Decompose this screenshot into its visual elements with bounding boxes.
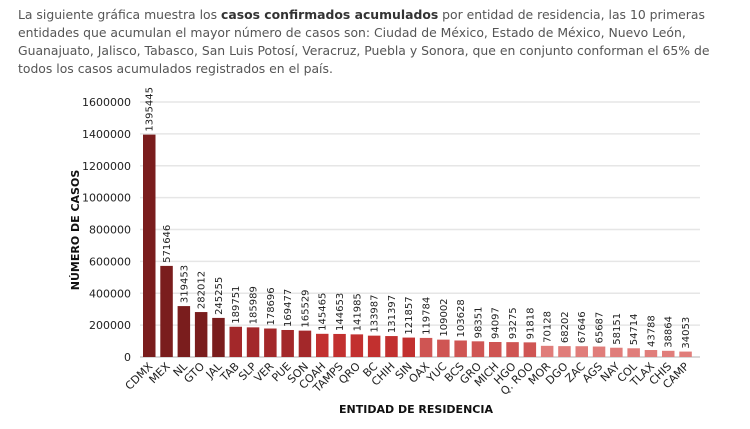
data-label: 93275 [508,307,519,339]
bar-AGS [592,346,606,357]
data-label: 54714 [629,313,640,345]
bar-CHIH [385,336,398,357]
data-label: 319453 [179,265,190,303]
bar-BCS [454,340,467,357]
bar-MEX [160,265,173,357]
bar-COL [627,348,640,357]
data-label: 38864 [664,316,675,348]
y-tick-label: 0 [124,351,131,364]
data-label: 189751 [231,286,242,324]
bar-BC [367,335,381,357]
bar-HGO [506,342,519,357]
data-label: 145465 [318,293,329,331]
data-label: 144653 [335,293,346,331]
y-tick-label: 800000 [89,224,131,237]
bar-DGO [558,346,571,357]
intro-bold: casos confirmados acumulados [221,7,439,22]
data-label: 34053 [681,317,692,349]
data-label: 131397 [387,295,398,333]
data-label: 94097 [491,307,502,339]
intro-text: La siguiente gráfica muestra los [18,7,221,22]
y-axis-label: NÚMERO DE CASOS [69,170,82,291]
bar-QRO [350,334,364,357]
intro-paragraph: La siguiente gráfica muestra los casos c… [18,6,740,78]
data-label: 133987 [370,294,381,332]
y-tick-label: 1200000 [82,160,131,173]
data-label: 121857 [404,296,415,334]
bar-CAMP [679,351,692,357]
bar-NL [177,306,191,357]
x-tick-label: MEX [147,360,173,386]
bar-TAB [229,326,242,357]
data-label: 98351 [473,307,484,339]
bar-ZAC [575,346,588,357]
bar-Q. ROO [523,342,537,357]
data-label: 109002 [439,298,450,336]
y-tick-label: 200000 [89,319,131,332]
data-label: 65687 [595,312,606,344]
data-label: 67646 [577,311,588,343]
data-label: 165529 [300,289,311,327]
bar-MOR [540,345,554,357]
x-axis-label: ENTIDAD DE RESIDENCIA [339,403,493,416]
bar-TAMPS [333,333,346,357]
bar-VER [264,328,277,357]
data-label: 119784 [422,297,433,335]
data-label: 141985 [352,293,363,331]
data-label: 70128 [543,311,554,343]
y-tick-label: 1400000 [82,128,131,141]
data-label: 282012 [197,271,208,309]
y-tick-label: 1600000 [82,96,131,109]
data-label: 58151 [612,313,623,345]
bar-PUE [281,329,294,357]
bar-JAL [212,317,225,357]
bar-YUC [437,339,450,357]
data-label: 245255 [214,277,225,315]
data-label: 43788 [646,315,657,347]
data-label: 185989 [249,286,260,324]
data-label: 91818 [525,308,536,340]
data-label: 571646 [162,225,173,263]
bar-GTO [194,312,208,357]
bar-COAH [316,333,329,357]
bar-TLAX [644,350,658,357]
intro-text-end: por entidad de residencia, las 10 primer… [18,7,710,76]
y-tick-label: 400000 [89,287,131,300]
data-label: 103628 [456,299,467,337]
bar-SLP [246,327,260,357]
data-label: 1395445 [145,87,156,132]
bar-CDMX [143,134,156,357]
bar-OAX [419,337,433,357]
bar-SON [298,330,312,357]
y-tick-label: 600000 [89,255,131,268]
data-label: 178696 [266,287,277,325]
bar-GRO [471,341,485,357]
bar-CHIS [662,350,675,357]
y-tick-label: 1000000 [82,192,131,205]
bar-SIN [402,337,415,357]
data-label: 68202 [560,311,571,343]
data-label: 169477 [283,289,294,327]
bar-NAY [610,347,623,357]
bar-MICH [489,342,502,357]
